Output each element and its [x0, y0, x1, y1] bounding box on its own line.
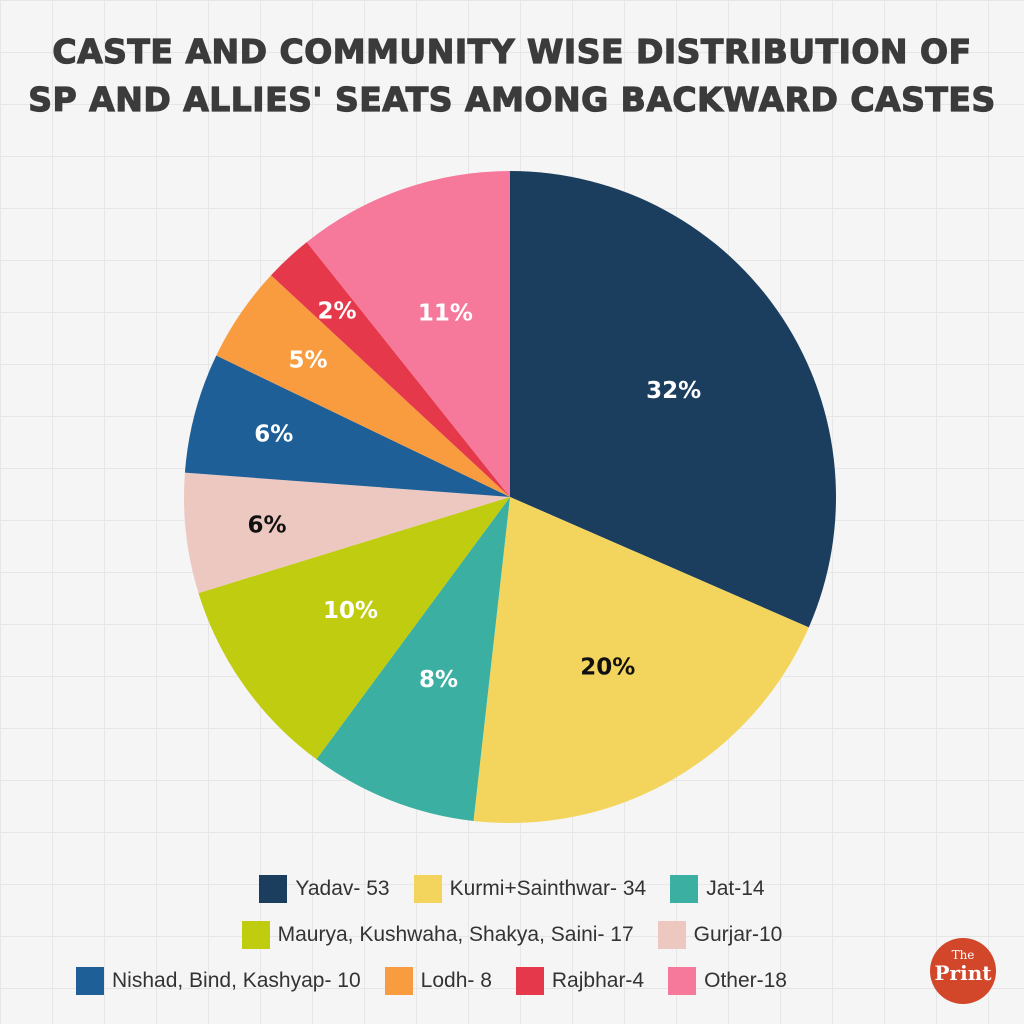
legend-item-jat: Jat-14 — [670, 875, 765, 903]
slice-data-label: 8% — [419, 667, 458, 693]
pie-slice — [271, 242, 510, 497]
legend-swatch — [657, 921, 686, 949]
legend-swatch — [515, 967, 544, 995]
slice-data-label: 2% — [318, 299, 357, 325]
logo-line-2: Print — [934, 961, 992, 985]
legend-label: Yadav- 53 — [295, 877, 390, 900]
slice-data-label: 6% — [254, 422, 293, 448]
legend-label: Gurjar-10 — [693, 923, 783, 946]
pie-chart: 32% 20% 8% 10% 6% 6% 5% 2% 11% — [183, 171, 836, 824]
legend-swatch — [259, 875, 288, 903]
legend-swatch — [384, 967, 413, 995]
legend-label: Rajbhar-4 — [551, 969, 645, 992]
legend-item-rajbhar: Rajbhar-4 — [515, 967, 645, 995]
pie-slice — [198, 497, 510, 760]
legend-item-lodh: Lodh- 8 — [384, 967, 492, 995]
slice-data-label: 5% — [288, 347, 327, 373]
legend-swatch — [670, 875, 699, 903]
pie-slice — [184, 355, 510, 497]
legend-swatch — [76, 967, 104, 995]
legend-swatch — [668, 967, 697, 995]
legend-item-other: Other-18 — [668, 967, 787, 995]
title-line-2: SP AND ALLIES' SEATS AMONG BACKWARD CAST… — [28, 79, 996, 119]
pie-slice — [306, 171, 510, 497]
slice-data-label: 32% — [646, 378, 701, 404]
legend-row-2: Maurya, Kushwaha, Shakya, Saini- 17 Gurj… — [0, 912, 1024, 958]
legend-item-maurya: Maurya, Kushwaha, Shakya, Saini- 17 — [241, 921, 634, 949]
legend-item-gurjar: Gurjar-10 — [657, 921, 783, 949]
title-line-1: CASTE AND COMMUNITY WISE DISTRIBUTION OF — [52, 31, 972, 71]
pie-slice — [216, 275, 510, 497]
legend-label: Lodh- 8 — [420, 969, 492, 992]
legend-label: Maurya, Kushwaha, Shakya, Saini- 17 — [277, 923, 634, 946]
legend-label: Jat-14 — [706, 877, 765, 900]
legend-swatch — [241, 921, 270, 949]
legend-item-yadav: Yadav- 53 — [259, 875, 390, 903]
pie-slice — [473, 497, 809, 824]
slice-data-label: 10% — [323, 598, 378, 624]
legend-item-kurmi: Kurmi+Sainthwar- 34 — [413, 875, 647, 903]
slice-data-label: 6% — [248, 512, 287, 538]
pie-slice — [510, 171, 836, 628]
legend-label: Nishad, Bind, Kashyap- 10 — [112, 969, 361, 992]
legend-swatch — [413, 875, 442, 903]
legend-label: Kurmi+Sainthwar- 34 — [449, 877, 647, 900]
legend-row-1: Yadav- 53 Kurmi+Sainthwar- 34 Jat-14 — [0, 866, 1024, 912]
pie-slice — [316, 497, 510, 821]
legend-row-3: Nishad, Bind, Kashyap- 10 Lodh- 8 Rajbha… — [0, 958, 1024, 1004]
chart-title: CASTE AND COMMUNITY WISE DISTRIBUTION OF… — [0, 28, 1024, 124]
legend-item-nishad: Nishad, Bind, Kashyap- 10 — [76, 967, 361, 995]
theprint-logo: The Print — [930, 938, 996, 1004]
pie-slice — [183, 472, 510, 594]
slice-data-label: 20% — [580, 654, 635, 680]
legend-label: Other-18 — [704, 969, 787, 992]
slice-data-label: 11% — [418, 300, 473, 326]
legend: Yadav- 53 Kurmi+Sainthwar- 34 Jat-14 Mau… — [0, 866, 1024, 1004]
logo-line-1: The — [951, 948, 975, 962]
